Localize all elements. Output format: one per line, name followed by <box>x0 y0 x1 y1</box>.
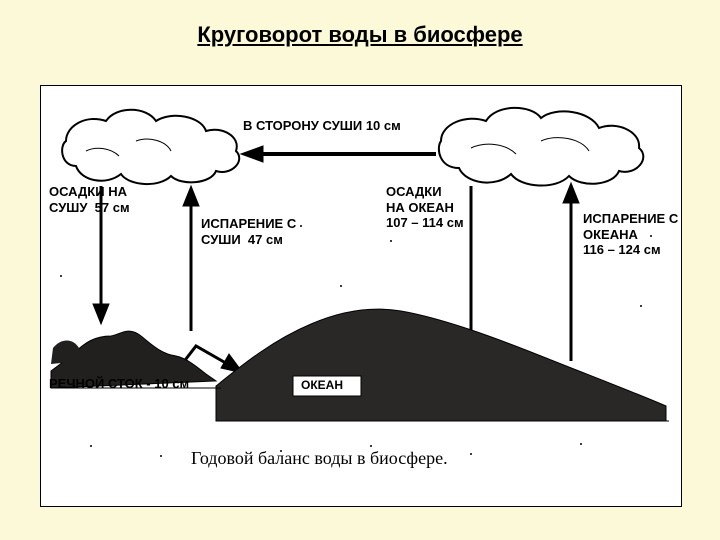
label-to-land: В СТОРОНУ СУШИ 10 см <box>243 118 401 134</box>
diagram-caption: Годовой баланс воды в биосфере. <box>191 448 448 469</box>
cloud-left <box>62 110 239 184</box>
arrow-evap-land <box>183 186 199 331</box>
label-evap-land: ИСПАРЕНИЕ С СУШИ 47 см <box>201 216 296 247</box>
diagram-svg <box>41 86 681 506</box>
arrow-to-land <box>241 146 436 162</box>
label-evap-ocean: ИСПАРЕНИЕ С ОКЕАНА 116 – 124 см <box>583 211 678 258</box>
label-river: РЕЧНОЙ СТОК - 10 см <box>49 376 189 392</box>
page-title: Круговорот воды в биосфере <box>0 22 720 48</box>
label-precip-land: ОСАДКИ НА СУШУ 57 см <box>49 184 130 215</box>
ocean-shape <box>216 309 666 421</box>
label-precip-ocean: ОСАДКИ НА ОКЕАН 107 – 114 см <box>386 184 464 231</box>
cloud-right <box>439 108 643 186</box>
water-cycle-diagram: В СТОРОНУ СУШИ 10 см ОСАДКИ НА СУШУ 57 с… <box>40 85 682 507</box>
label-ocean: ОКЕАН <box>301 378 343 392</box>
arrow-evap-ocean <box>563 183 579 361</box>
